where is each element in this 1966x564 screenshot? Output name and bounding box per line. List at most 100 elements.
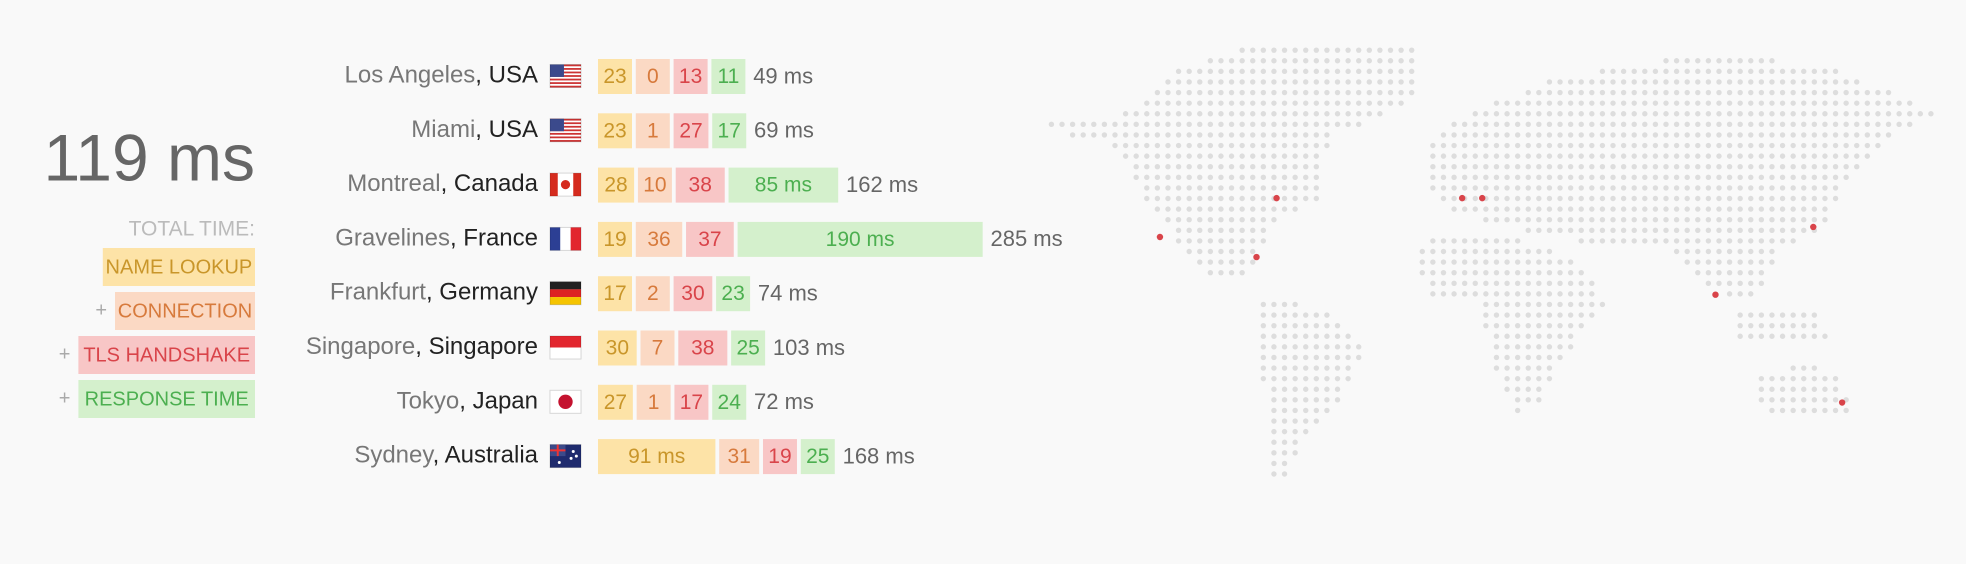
map-dot xyxy=(1726,58,1733,64)
map-dot xyxy=(1197,153,1203,159)
map-dot xyxy=(1091,121,1097,128)
map-dot xyxy=(1292,365,1298,371)
map-dot xyxy=(1769,259,1775,265)
map-dot xyxy=(1228,217,1235,223)
map-dot xyxy=(1578,269,1584,276)
map-dot xyxy=(1281,132,1288,138)
country: USA xyxy=(489,116,538,143)
map-dot xyxy=(1748,238,1754,244)
map-dot xyxy=(1684,174,1690,181)
separator: , xyxy=(426,279,439,306)
map-dot xyxy=(1705,185,1712,191)
location: Los Angeles, USA xyxy=(345,62,538,89)
segment xyxy=(737,221,983,257)
map-dot xyxy=(1186,206,1192,212)
map-dot xyxy=(1281,450,1288,456)
map-dot xyxy=(1165,100,1171,106)
map-dot xyxy=(1726,238,1733,244)
map-dot xyxy=(1525,217,1531,223)
map-dot xyxy=(1822,386,1828,392)
map-dot xyxy=(1599,142,1606,149)
map-dot xyxy=(1260,142,1267,149)
map-dot xyxy=(1599,227,1606,233)
map-dot xyxy=(1281,142,1288,149)
map-dot xyxy=(1504,291,1510,297)
map-dot xyxy=(1345,354,1351,361)
map-dot xyxy=(1451,132,1457,138)
map-dot xyxy=(1324,111,1330,117)
map-dot xyxy=(1557,312,1563,318)
map-dot xyxy=(1716,89,1722,96)
map-dot xyxy=(1440,142,1447,149)
map-dot xyxy=(1557,354,1563,361)
map-dot xyxy=(1758,386,1765,392)
flag xyxy=(549,281,582,306)
map-dot xyxy=(1567,195,1574,202)
map-dot xyxy=(1567,269,1574,276)
city: Sydney xyxy=(354,442,434,469)
map-dot xyxy=(1822,89,1828,96)
map-dot xyxy=(1758,312,1765,318)
flag xyxy=(549,444,582,469)
map-dot xyxy=(1483,142,1489,149)
map-dot xyxy=(1430,291,1436,297)
city: Tokyo xyxy=(397,388,460,415)
map-dot xyxy=(1652,164,1659,170)
map-dot xyxy=(1737,195,1743,202)
flag-part xyxy=(550,64,581,67)
map-dot xyxy=(1250,121,1256,128)
map-dot xyxy=(1228,100,1235,106)
map-dot xyxy=(1218,58,1224,64)
map-dot xyxy=(1589,89,1595,96)
map-dot xyxy=(1536,132,1542,138)
country: Germany xyxy=(439,279,538,306)
city: Frankfurt xyxy=(330,279,426,306)
map-dot xyxy=(1461,153,1468,159)
map-dot xyxy=(1557,195,1563,202)
map-dot xyxy=(1260,206,1267,212)
segment xyxy=(712,384,747,420)
map-dot xyxy=(1175,164,1182,170)
map-dot xyxy=(1631,142,1637,149)
map-dot xyxy=(1271,322,1277,329)
map-dot xyxy=(1748,333,1754,339)
map-dot xyxy=(1758,111,1765,117)
map-dot xyxy=(1546,217,1553,223)
map-dot xyxy=(1493,259,1500,265)
map-dot xyxy=(1165,79,1171,85)
map-dot xyxy=(1525,269,1531,276)
map-dot xyxy=(1610,111,1616,117)
map-dot xyxy=(1748,206,1754,212)
map-dot xyxy=(1186,185,1192,191)
map-dot xyxy=(1504,111,1510,117)
map-dot xyxy=(1218,259,1224,265)
map-dot xyxy=(1642,174,1648,181)
map-dot xyxy=(1748,142,1754,149)
map-dot xyxy=(1557,301,1563,308)
map-dot xyxy=(1207,269,1214,276)
map-dot xyxy=(1779,185,1786,191)
map-dot xyxy=(1260,89,1267,96)
segment-label: 23 xyxy=(603,119,626,142)
map-dot xyxy=(1377,111,1383,117)
map-dot xyxy=(1514,322,1521,329)
map-dot xyxy=(1779,142,1786,149)
map-dot xyxy=(1281,344,1288,350)
map-dot xyxy=(1695,89,1701,96)
map-dot xyxy=(1737,217,1743,223)
map-dot xyxy=(1324,312,1330,318)
map-dot xyxy=(1769,386,1775,392)
map-dot xyxy=(1324,365,1330,371)
map-dot xyxy=(1260,47,1267,53)
map-dot xyxy=(1546,142,1553,149)
map-dot xyxy=(1875,142,1881,149)
map-dot xyxy=(1695,206,1701,212)
map-dot xyxy=(1748,79,1754,85)
map-dot xyxy=(1186,238,1192,244)
city: Los Angeles xyxy=(345,62,476,89)
map-dot xyxy=(1218,142,1224,149)
map-dot xyxy=(1758,397,1765,403)
map-dot xyxy=(1695,132,1701,138)
map-dot xyxy=(1260,375,1267,382)
map-dot xyxy=(1758,195,1765,202)
